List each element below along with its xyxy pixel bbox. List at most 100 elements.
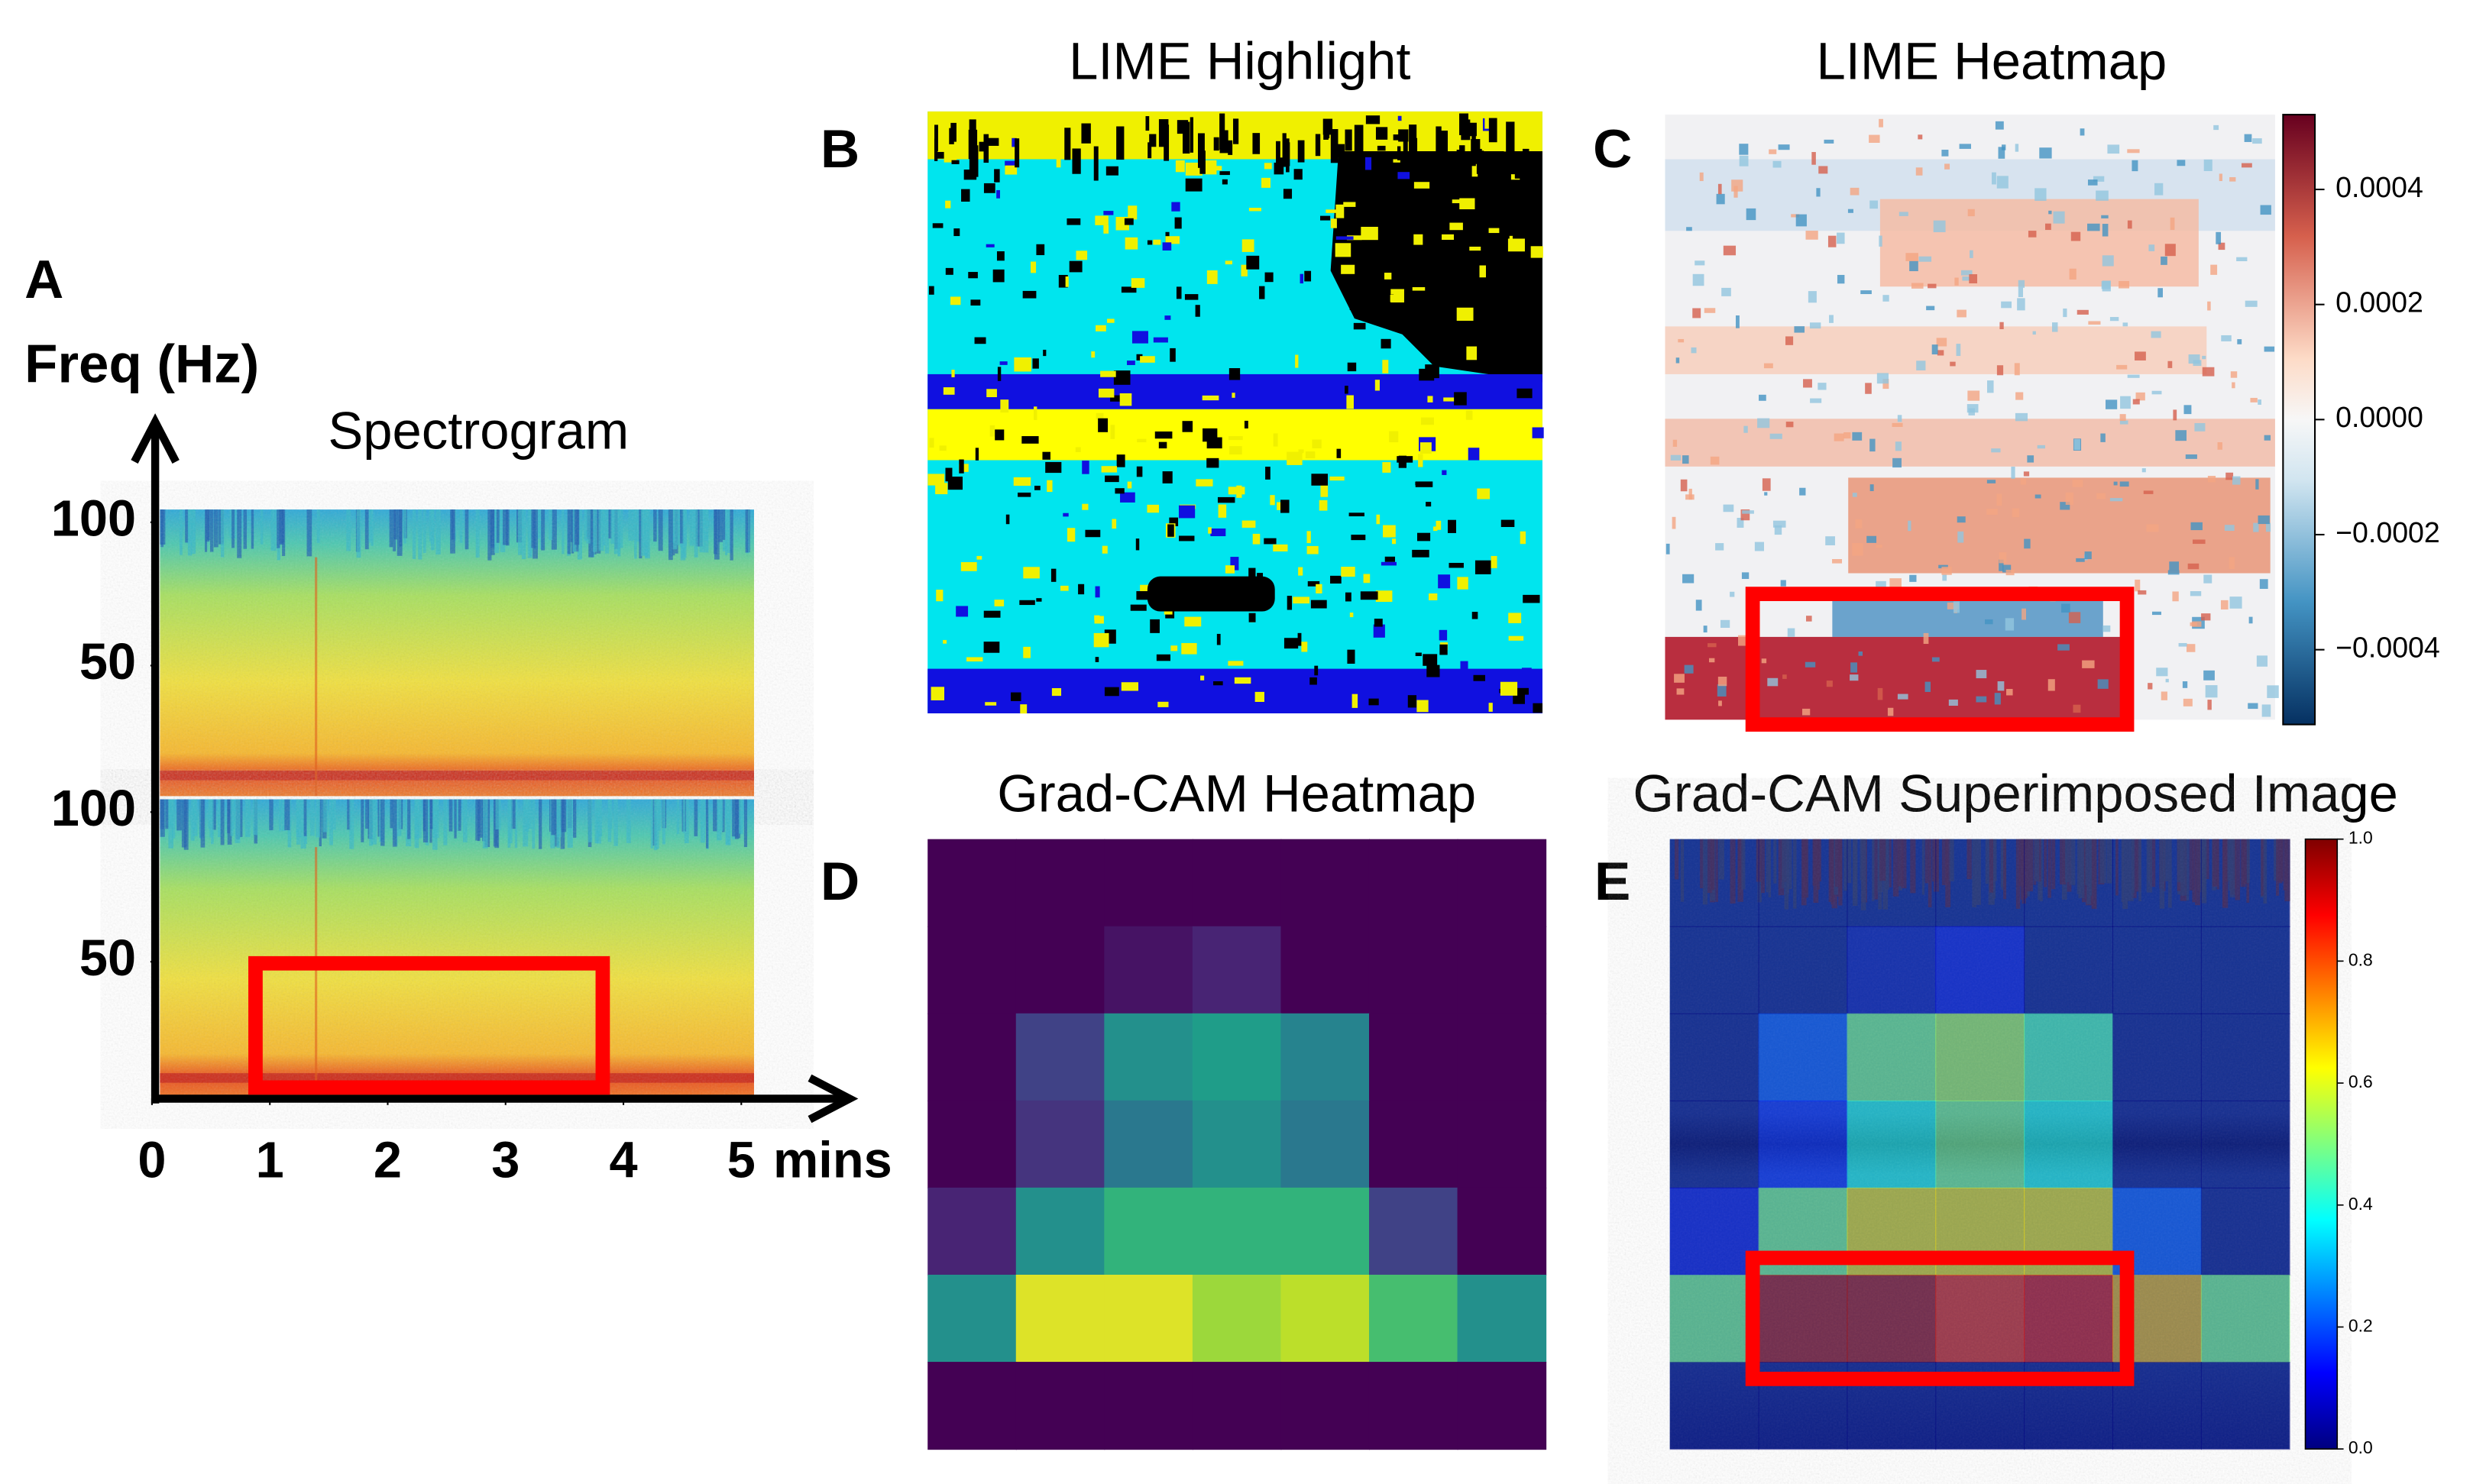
lime-texture — [1254, 691, 1264, 703]
lime-texture — [1343, 117, 1354, 131]
lime-texture — [1316, 584, 1322, 594]
lime-heatmap-texture — [2221, 335, 2232, 341]
lime-texture — [934, 124, 938, 151]
lime-texture — [994, 169, 1000, 183]
lime-texture — [1295, 354, 1299, 368]
lime-texture — [988, 396, 999, 404]
lime-heatmap-texture — [1692, 308, 1701, 318]
lime-texture — [959, 459, 964, 474]
lime-heatmap-texture — [2069, 268, 2077, 280]
lime-heatmap-texture — [2213, 124, 2219, 131]
lime-heatmap-texture — [2037, 445, 2045, 449]
lime-heatmap-texture — [2177, 160, 2186, 167]
lime-heatmap-texture — [1717, 684, 1727, 697]
lime-heatmap-texture — [1855, 519, 1863, 529]
overlay-cell — [2024, 1100, 2114, 1188]
panel-title: Grad-CAM Heatmap — [997, 765, 1476, 823]
axis-label: Freq (Hz) — [24, 334, 259, 394]
lime-texture — [1184, 616, 1202, 627]
lime-heatmap-texture — [1882, 379, 1889, 390]
lime-texture — [1397, 115, 1402, 121]
lime-texture — [1204, 160, 1217, 175]
lime-heatmap-texture — [1735, 315, 1740, 328]
lime-heatmap-texture — [2182, 681, 2188, 688]
overlay-cell — [2024, 926, 2114, 1014]
lime-heatmap-texture — [2157, 288, 2163, 298]
lime-texture — [979, 141, 986, 152]
lime-texture — [1264, 163, 1272, 170]
lime-heatmap-texture — [1832, 558, 1843, 564]
lime-texture — [961, 189, 970, 202]
lime-heatmap-texture — [1954, 277, 1959, 286]
lime-heatmap-texture — [1994, 693, 2001, 705]
lime-texture — [953, 228, 960, 237]
lime-texture — [1021, 436, 1039, 444]
lime-heatmap-texture — [1780, 580, 1786, 587]
x-arrow — [808, 1074, 859, 1124]
heatmap-cell — [1457, 1187, 1547, 1276]
lime-texture — [1427, 396, 1433, 403]
lime-texture — [1101, 143, 1115, 153]
lime-texture — [1293, 597, 1309, 604]
lime-heatmap-texture — [1710, 456, 1720, 465]
lime-heatmap-texture — [1999, 322, 2004, 329]
lime-heatmap-texture — [1938, 564, 1948, 569]
lime-texture — [1345, 592, 1351, 602]
lime-heatmap-texture — [1957, 516, 1966, 523]
lime-heatmap-texture — [1869, 438, 1876, 452]
lime-heatmap-texture — [2187, 563, 2200, 570]
lime-texture — [1423, 654, 1438, 666]
heatmap-cell — [1192, 839, 1282, 927]
lime-texture — [1145, 116, 1150, 131]
lime-heatmap-texture — [1676, 688, 1685, 695]
lime-heatmap-texture — [1892, 457, 1902, 468]
heatmap-cell — [1015, 839, 1105, 927]
lime-texture — [1298, 449, 1304, 454]
colorbar-tick-label: 0.2 — [2348, 1316, 2373, 1336]
lime-heatmap-texture — [1733, 186, 1738, 198]
lime-texture — [1384, 556, 1396, 562]
lime-heatmap-texture — [1708, 658, 1715, 663]
lime-band — [927, 373, 1542, 409]
lime-heatmap-texture — [1741, 572, 1750, 580]
lime-heatmap-texture — [2250, 397, 2258, 403]
lime-heatmap-texture — [2018, 287, 2024, 298]
lime-texture — [1336, 448, 1342, 458]
lime-heatmap-texture — [1931, 344, 1938, 355]
lime-texture — [1456, 150, 1464, 174]
lime-texture — [968, 129, 978, 160]
highlight-box — [1745, 1250, 2135, 1386]
lime-texture — [1320, 483, 1329, 497]
lime-heatmap-texture — [2169, 561, 2180, 571]
lime-texture — [1248, 613, 1256, 622]
heatmap-cell — [1104, 839, 1193, 927]
lime-heatmap-texture — [1947, 602, 1960, 609]
lime-texture — [1136, 466, 1143, 477]
lime-texture — [1199, 150, 1206, 174]
y-tick-label: 100 — [51, 490, 136, 547]
overlay-cell — [1935, 1100, 2025, 1188]
x-unit: mins — [773, 1133, 892, 1189]
colorbar-tick-label: 0.0002 — [2335, 286, 2423, 318]
lime-texture — [1346, 395, 1354, 409]
lime-texture — [1259, 286, 1265, 299]
lime-heatmap-texture — [1877, 687, 1883, 700]
lime-texture — [1368, 698, 1379, 706]
lime-heatmap-texture — [1995, 121, 2004, 130]
lime-heatmap-texture — [1909, 574, 1917, 582]
lime-texture — [1346, 383, 1358, 387]
lime-heatmap-texture — [2164, 244, 2176, 257]
lime-texture — [1261, 177, 1271, 188]
lime-heatmap-texture — [2248, 703, 2258, 710]
lime-texture — [1284, 142, 1290, 167]
lime-texture — [937, 151, 950, 159]
lime-texture — [1157, 701, 1169, 707]
heatmap-cell — [1280, 1187, 1371, 1276]
lime-texture — [1015, 138, 1020, 168]
lime-heatmap-texture — [2102, 625, 2111, 632]
lime-heatmap-texture — [1692, 273, 1704, 286]
heatmap-cell — [1015, 926, 1105, 1014]
lime-heatmap-texture — [1969, 274, 1978, 283]
lime-texture — [927, 474, 945, 486]
